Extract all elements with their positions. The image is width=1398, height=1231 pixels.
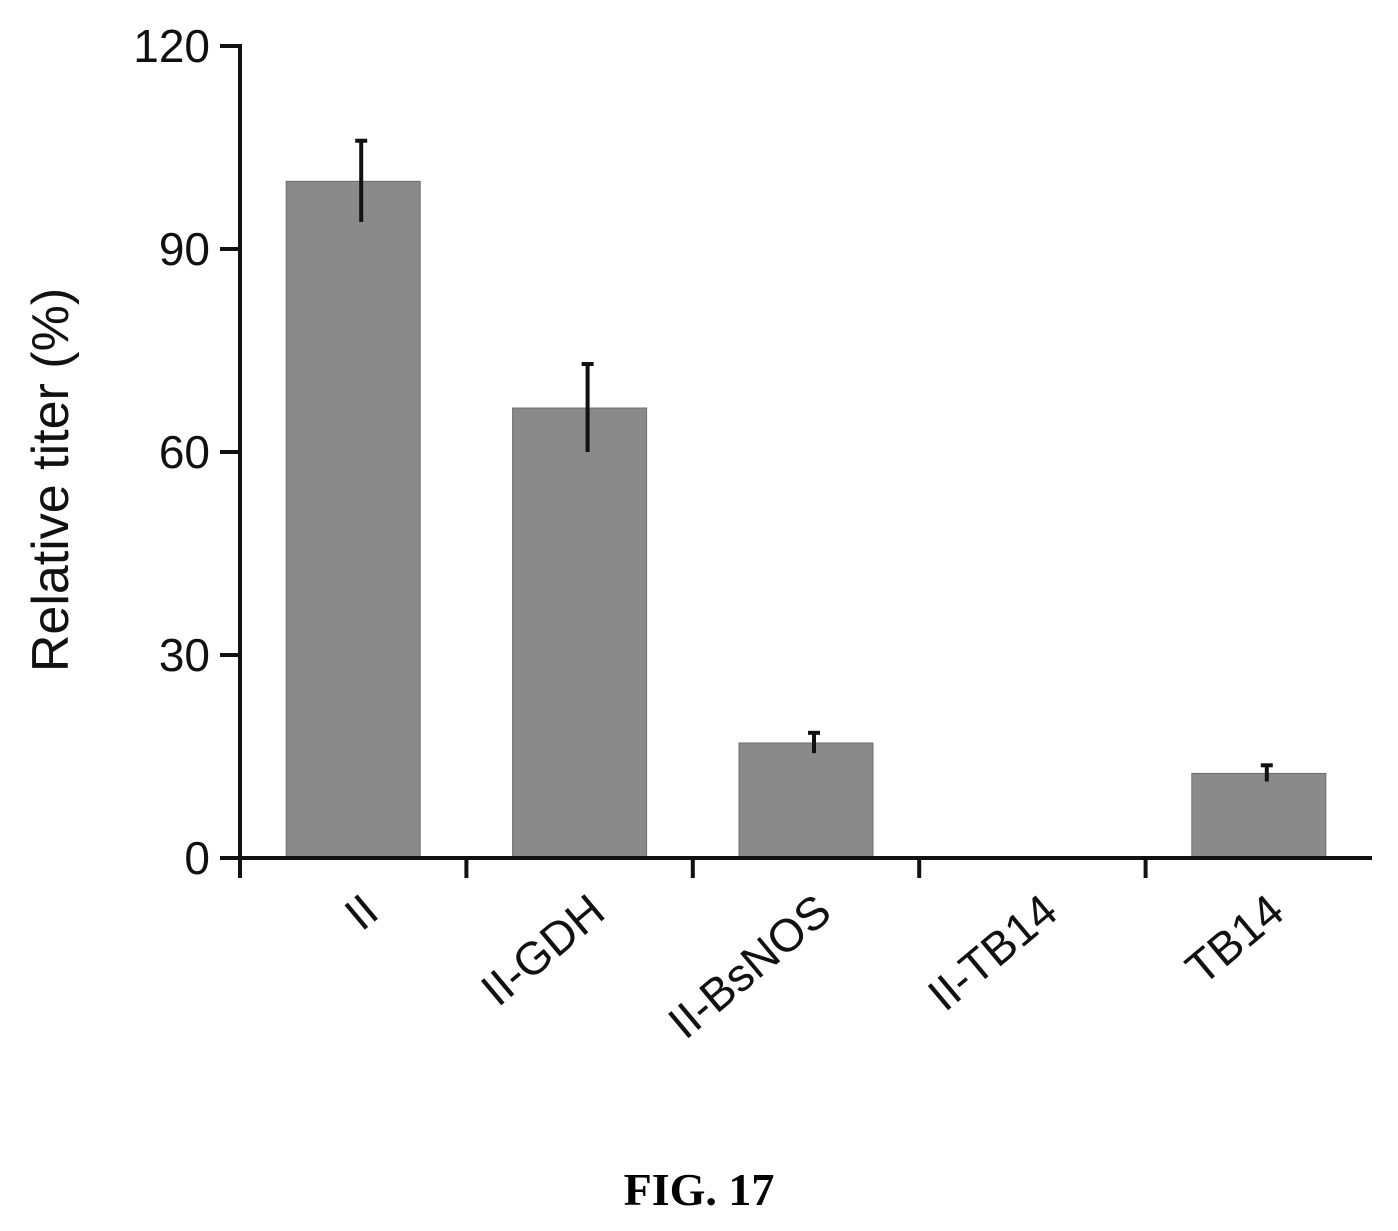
y-axis-title: Relative titer (%)	[22, 288, 80, 672]
y-tick-label: 90	[159, 223, 210, 275]
x-category-label: II-TB14	[918, 884, 1067, 1021]
bar	[512, 407, 648, 859]
y-tick-label: 120	[133, 20, 210, 72]
bar	[738, 742, 874, 859]
x-category-label: II	[335, 884, 388, 940]
figure-caption: FIG. 17	[624, 1164, 775, 1215]
plot-area: 0 30 60 90 120 II II-GDH II-BsNOS II-TB14 TB14	[133, 20, 1372, 1049]
x-category-label: TB14	[1176, 884, 1294, 995]
x-category-label: II-GDH	[471, 884, 614, 1016]
x-category-label: II-BsNOS	[658, 884, 840, 1049]
y-tick-label: 30	[159, 629, 210, 681]
y-tick-label: 0	[184, 832, 210, 884]
bar	[1191, 772, 1327, 859]
bar	[285, 180, 421, 859]
y-tick-label: 60	[159, 426, 210, 478]
